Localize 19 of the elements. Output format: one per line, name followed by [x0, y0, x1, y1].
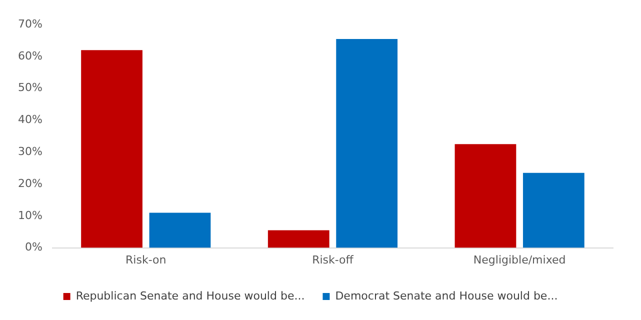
x-tick-label: Risk-off	[312, 253, 354, 266]
bar	[81, 50, 142, 248]
legend-label: Republican Senate and House would be...	[76, 289, 305, 302]
bar	[268, 230, 330, 248]
bar	[522, 172, 584, 248]
x-tick-label: Negligible/mixed	[473, 253, 566, 266]
y-tick-label: 70%	[18, 17, 42, 30]
y-tick-label: 10%	[18, 208, 42, 222]
legend-label: Democrat Senate and House would be...	[335, 289, 558, 302]
y-tick-label: 30%	[18, 145, 42, 158]
bar	[149, 212, 211, 248]
bar	[454, 144, 516, 248]
y-tick-label: 50%	[18, 81, 42, 94]
y-tick-label: 60%	[18, 49, 42, 62]
x-tick-label: Risk-on	[126, 253, 166, 266]
y-tick-label: 40%	[18, 113, 42, 126]
y-tick-label: 0%	[24, 240, 42, 254]
y-tick-label: 20%	[18, 176, 42, 190]
bar	[336, 38, 398, 248]
